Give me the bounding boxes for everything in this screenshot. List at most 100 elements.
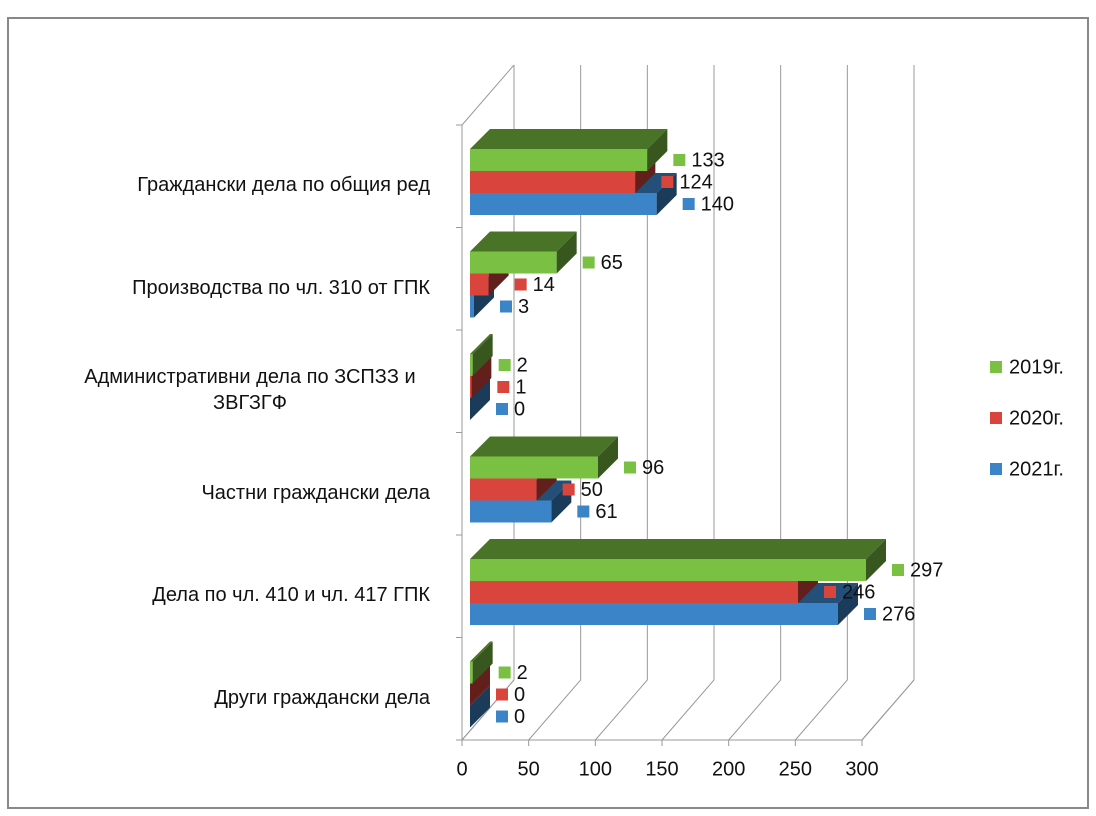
bar-side [470, 378, 490, 420]
category-label: Административни дела по ЗСПЗЗ и ЗВГЗГФ [10, 360, 430, 420]
bar-front [470, 376, 472, 398]
category-label: Граждански дела по общия ред [10, 155, 430, 215]
legend-marker [990, 412, 1002, 424]
value-label: 96 [642, 457, 664, 479]
bar-side [472, 641, 493, 684]
x-tick-label: 150 [645, 758, 678, 780]
bar [470, 231, 577, 274]
bar-front [470, 456, 598, 479]
label-marker [497, 381, 510, 393]
value-label: 2 [517, 354, 528, 376]
legend-marker [990, 361, 1002, 373]
bar-front [470, 661, 473, 684]
label-marker [498, 666, 511, 679]
bar-top [470, 231, 577, 252]
bar-top [470, 334, 493, 354]
value-label: 0 [514, 398, 525, 420]
bar-front [470, 603, 838, 625]
bar [470, 436, 618, 479]
label-marker [500, 300, 512, 313]
legend-label: 2020г. [1009, 407, 1064, 429]
category-label: Производства по чл. 310 от ГПК [10, 258, 430, 318]
grid-line [661, 65, 715, 741]
legend-label: 2021г. [1009, 458, 1064, 480]
x-tick-label: 200 [712, 758, 745, 780]
label-marker [514, 278, 527, 291]
bar [470, 129, 668, 171]
bar-front [470, 171, 636, 193]
value-label: 1 [515, 376, 526, 398]
value-label: 3 [518, 296, 529, 318]
label-marker [577, 505, 590, 518]
bar-front [470, 193, 657, 215]
grid-line [594, 65, 648, 741]
legend-marker [990, 463, 1002, 475]
label-marker [562, 483, 575, 496]
value-label: 61 [595, 501, 617, 523]
bar-side [472, 334, 493, 376]
label-marker [624, 461, 636, 474]
bar-side [598, 436, 618, 479]
bar-front [470, 149, 648, 171]
grid-line [794, 65, 848, 741]
value-label: 297 [910, 559, 943, 581]
value-label: 2 [517, 662, 528, 684]
value-label: 65 [601, 252, 623, 274]
value-label: 124 [679, 171, 712, 193]
value-label: 14 [533, 274, 555, 296]
grid-line [861, 65, 915, 741]
bar [470, 378, 490, 420]
value-label: 50 [581, 479, 603, 501]
category-text: Дела по чл. 410 и чл. 417 ГПК [152, 584, 430, 606]
bar-side [470, 663, 490, 706]
value-label: 0 [514, 684, 525, 706]
label-marker [892, 564, 904, 576]
value-label: 246 [842, 581, 875, 603]
label-marker [496, 403, 508, 415]
x-tick-label: 250 [779, 758, 812, 780]
bar [470, 334, 493, 376]
value-label: 0 [514, 706, 525, 728]
category-text: Граждански дела по общия ред [137, 174, 430, 196]
bar-top [470, 539, 886, 559]
wall-top [461, 64, 515, 126]
label-marker [864, 608, 876, 620]
bar-top [470, 129, 668, 149]
bar-top [470, 436, 618, 457]
bar-side [470, 685, 490, 728]
value-label: 276 [882, 603, 915, 625]
bar-front [470, 581, 798, 603]
bar [470, 539, 886, 581]
bar-front [470, 354, 473, 376]
category-text: Частни граждански дела [201, 481, 430, 504]
bar-side [556, 231, 577, 274]
label-marker [824, 586, 836, 598]
category-label: Други граждански дела [10, 668, 430, 728]
category-text: Административни дела по ЗСПЗЗ и ЗВГЗГФ [84, 366, 416, 414]
category-label: Частни граждански дела [10, 463, 430, 523]
bar-front [470, 559, 866, 581]
label-marker [682, 198, 695, 210]
x-tick-label: 100 [579, 758, 612, 780]
bar-side [471, 356, 492, 398]
label-marker [582, 256, 595, 269]
category-text: Други граждански дела [214, 686, 430, 709]
label-marker [496, 688, 508, 701]
category-label: Дела по чл. 410 и чл. 417 ГПК [10, 565, 430, 625]
bar [470, 663, 490, 706]
value-label: 133 [691, 149, 724, 171]
label-marker [496, 710, 508, 723]
bar [470, 685, 490, 728]
bar-side [866, 539, 886, 581]
label-marker [661, 176, 674, 188]
grid-line [528, 65, 582, 741]
x-tick-label: 0 [456, 758, 467, 780]
x-tick-label: 300 [845, 758, 878, 780]
grid-line [728, 65, 782, 741]
bar-front [470, 295, 474, 318]
legend-label: 2019г. [1009, 356, 1064, 378]
bar-front [470, 251, 557, 274]
value-label: 140 [701, 193, 734, 215]
